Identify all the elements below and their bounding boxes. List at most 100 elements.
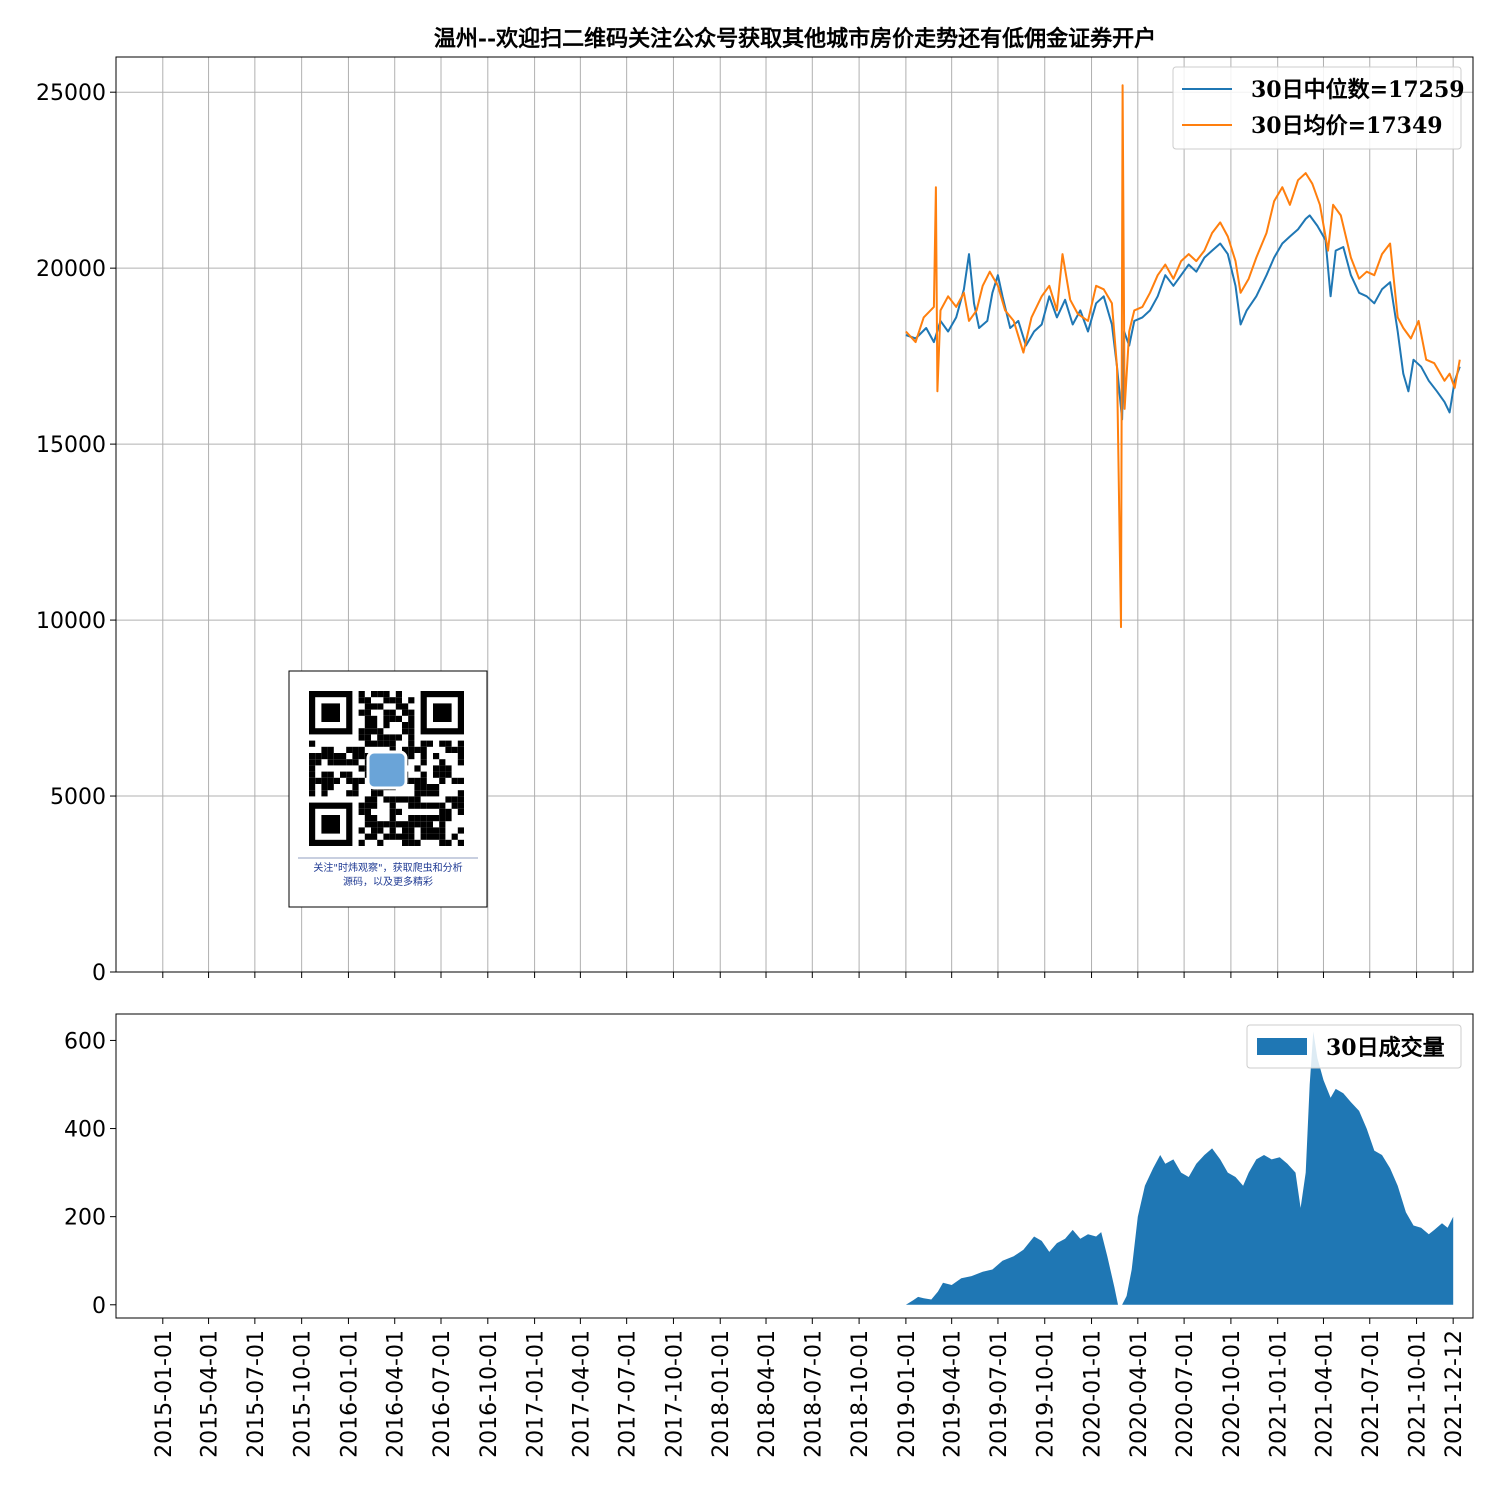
qr-module bbox=[364, 808, 371, 815]
qr-module bbox=[364, 740, 371, 747]
bottom-x-tick-label: 2020-04-01 bbox=[1127, 1330, 1152, 1458]
qr-module bbox=[395, 691, 402, 698]
qr-module bbox=[383, 734, 390, 741]
top-y-tick-label: 25000 bbox=[36, 81, 106, 106]
qr-module bbox=[327, 771, 334, 778]
bottom-x-tick-label: 2016-07-01 bbox=[430, 1330, 455, 1458]
qr-module bbox=[457, 753, 464, 760]
qr-module bbox=[358, 709, 365, 716]
chart-title: 温州--欢迎扫二维码关注公众号获取其他城市房价走势还有低佣金证券开户 bbox=[434, 26, 1156, 52]
qr-module bbox=[389, 802, 396, 809]
qr-module bbox=[395, 808, 402, 815]
qr-module bbox=[309, 765, 316, 772]
bottom-x-tick-label: 2015-04-01 bbox=[198, 1330, 223, 1458]
bottom-x-tick-label: 2017-10-01 bbox=[662, 1330, 687, 1458]
qr-module bbox=[433, 790, 440, 797]
bottom-x-tick-label: 2016-01-01 bbox=[337, 1330, 362, 1458]
qr-module bbox=[439, 821, 446, 828]
qr-module bbox=[327, 759, 334, 766]
qr-module bbox=[420, 802, 427, 809]
qr-module bbox=[414, 777, 421, 784]
qr-module bbox=[321, 777, 328, 784]
qr-module bbox=[309, 753, 316, 760]
qr-module bbox=[426, 833, 433, 840]
qr-module bbox=[358, 808, 365, 815]
qr-module bbox=[321, 746, 328, 753]
top-grid bbox=[116, 57, 1473, 973]
qr-module bbox=[420, 771, 427, 778]
qr-module bbox=[358, 753, 365, 760]
qr-module bbox=[371, 827, 378, 834]
qr-module bbox=[371, 728, 378, 735]
qr-module bbox=[395, 715, 402, 722]
qr-module bbox=[451, 802, 458, 809]
qr-module bbox=[420, 777, 427, 784]
top-y-tick-label: 20000 bbox=[36, 257, 106, 282]
qr-module bbox=[402, 709, 409, 716]
qr-module bbox=[327, 753, 334, 760]
qr-module bbox=[389, 709, 396, 716]
qr-module bbox=[433, 765, 440, 772]
qr-module bbox=[364, 802, 371, 809]
qr-module bbox=[315, 777, 322, 784]
bottom-x-tick-label: 2021-04-01 bbox=[1312, 1330, 1337, 1458]
top-y-tick-label: 15000 bbox=[36, 433, 106, 458]
top-y-tick-label: 0 bbox=[92, 961, 106, 986]
qr-module bbox=[439, 808, 446, 815]
qr-module bbox=[402, 703, 409, 710]
bottom-y-tick-label: 200 bbox=[64, 1206, 106, 1231]
top-plot-frame bbox=[115, 56, 1474, 973]
qr-module bbox=[451, 833, 458, 840]
qr-module bbox=[383, 715, 390, 722]
qr-module bbox=[333, 753, 340, 760]
legend-label-volume: 30日成交量 bbox=[1326, 1035, 1445, 1061]
qr-module bbox=[414, 815, 421, 822]
qr-module bbox=[402, 827, 409, 834]
qr-module bbox=[352, 753, 359, 760]
bottom-plot-frame bbox=[115, 1013, 1474, 1319]
bottom-x-tick-label: 2019-04-01 bbox=[941, 1330, 966, 1458]
qr-module bbox=[445, 746, 452, 753]
bottom-y-tick-label: 0 bbox=[92, 1294, 106, 1319]
qr-module bbox=[371, 815, 378, 822]
qr-caption-line-2: 源码，以及更多精彩 bbox=[343, 875, 433, 888]
qr-module bbox=[439, 833, 446, 840]
qr-module bbox=[408, 753, 415, 760]
qr-module bbox=[389, 734, 396, 741]
qr-module bbox=[371, 821, 378, 828]
qr-module bbox=[420, 821, 427, 828]
bottom-x-tick-label: 2016-04-01 bbox=[384, 1330, 409, 1458]
qr-module bbox=[414, 784, 421, 791]
top-x-axis bbox=[162, 972, 1454, 978]
qr-module bbox=[340, 759, 347, 766]
qr-module bbox=[408, 827, 415, 834]
qr-module bbox=[315, 753, 322, 760]
qr-module bbox=[420, 833, 427, 840]
bottom-x-tick-label: 2021-10-01 bbox=[1406, 1330, 1431, 1458]
qr-module bbox=[333, 777, 340, 784]
qr-module bbox=[408, 777, 415, 784]
qr-module bbox=[371, 790, 378, 797]
qr-module bbox=[321, 771, 328, 778]
qr-module bbox=[371, 740, 378, 747]
qr-module bbox=[327, 746, 334, 753]
qr-module bbox=[420, 790, 427, 797]
qr-module bbox=[371, 833, 378, 840]
qr-module bbox=[420, 753, 427, 760]
bottom-x-tick-label: 2018-01-01 bbox=[709, 1330, 734, 1458]
top-series-layer bbox=[905, 84, 1461, 629]
qr-module bbox=[321, 790, 328, 797]
qr-module bbox=[358, 765, 365, 772]
qr-module bbox=[364, 697, 371, 704]
qr-module bbox=[389, 796, 396, 803]
bottom-x-tick-label: 2020-10-01 bbox=[1220, 1330, 1245, 1458]
qr-module bbox=[402, 728, 409, 735]
qr-module bbox=[377, 827, 384, 834]
qr-module bbox=[364, 728, 371, 735]
bottom-x-tick-label: 2016-10-01 bbox=[477, 1330, 502, 1458]
bottom-x-tick-label: 2018-04-01 bbox=[755, 1330, 780, 1458]
qr-module bbox=[426, 802, 433, 809]
qr-module bbox=[420, 746, 427, 753]
qr-module bbox=[395, 833, 402, 840]
qr-module bbox=[371, 796, 378, 803]
